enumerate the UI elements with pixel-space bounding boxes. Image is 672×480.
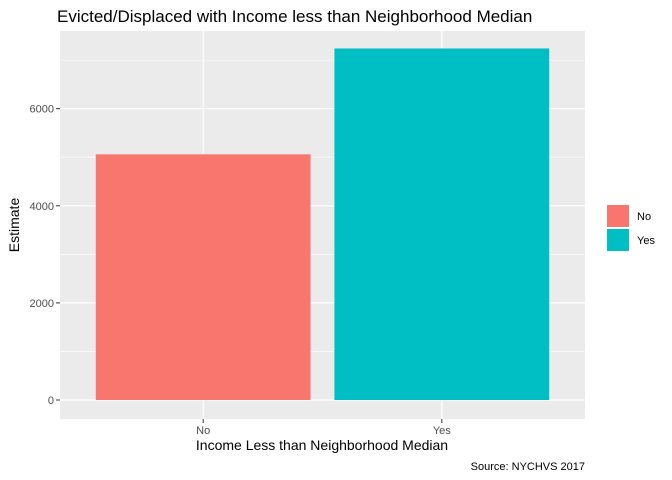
y-tick-label: 2000 <box>30 298 54 310</box>
bar-no <box>95 154 311 400</box>
y-axis: 0 2000 4000 6000 <box>30 104 60 407</box>
y-tick-label: 4000 <box>30 201 54 213</box>
bars <box>95 48 550 401</box>
legend-key-yes <box>607 229 629 251</box>
x-axis-title: Income Less than Neighborhood Median <box>196 437 448 453</box>
bar-yes <box>334 48 550 401</box>
legend: No Yes <box>607 205 655 251</box>
y-axis-title: Estimate <box>6 198 22 253</box>
x-axis: No Yes <box>196 419 451 437</box>
caption: Source: NYCHVS 2017 <box>471 461 585 473</box>
y-tick-label: 0 <box>48 395 54 407</box>
y-tick-label: 6000 <box>30 104 54 116</box>
x-tick-label: Yes <box>433 425 451 437</box>
legend-label: Yes <box>637 235 655 247</box>
chart-title: Evicted/Displaced with Income less than … <box>57 7 532 26</box>
x-tick-label: No <box>196 425 210 437</box>
legend-label: No <box>637 211 651 223</box>
legend-key-no <box>607 205 629 227</box>
